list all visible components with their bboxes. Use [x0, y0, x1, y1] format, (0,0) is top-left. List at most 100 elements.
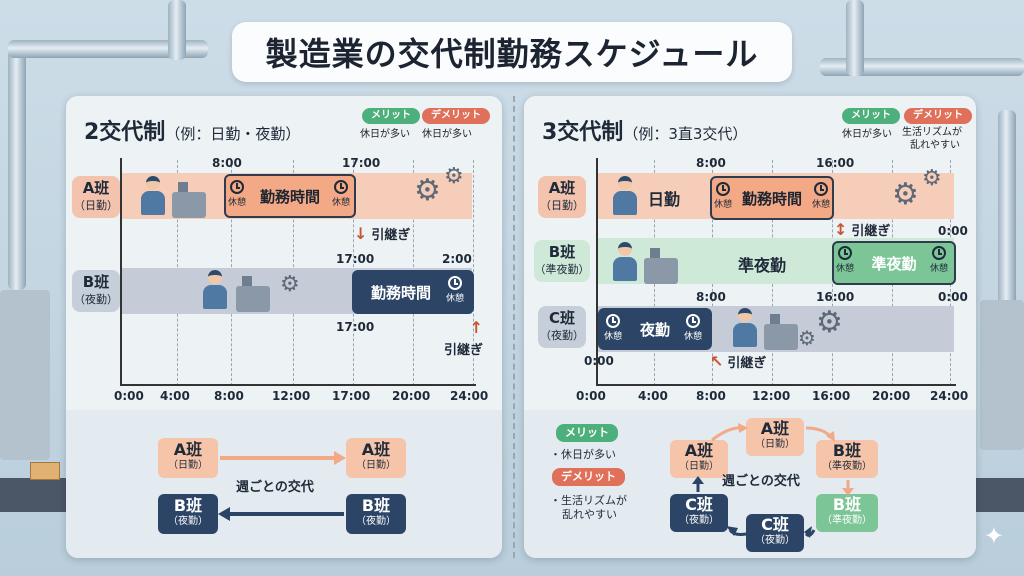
- axis-tick: 0:00: [576, 389, 606, 403]
- cycle-a-sub: （日勤）: [755, 439, 795, 450]
- cycle-c-sub: （夜勤）: [755, 535, 795, 546]
- break-marker: 休憩: [684, 314, 702, 342]
- axis-tick: 12:00: [752, 389, 791, 403]
- break-marker: 休憩: [332, 180, 350, 208]
- b-lower-time: 17:00: [336, 320, 375, 334]
- axis-tick: 20:00: [872, 389, 911, 403]
- gear-icon: ⚙: [798, 326, 816, 350]
- arrow-updown-icon: ↕: [834, 220, 848, 239]
- arrow-down-icon: ↓: [354, 224, 368, 243]
- cycle-c-name: C班: [761, 515, 789, 534]
- clock-icon: [814, 182, 828, 196]
- panel-title: 3交代制（例：3直3交代）: [542, 114, 747, 146]
- machine-icon: [644, 248, 678, 284]
- panel-bottom-area: [66, 410, 502, 558]
- worker-icon: [612, 176, 638, 216]
- break-label: 休憩: [446, 294, 465, 304]
- cycle-a-name: A班: [361, 440, 391, 459]
- break-label: 休憩: [930, 264, 949, 274]
- cycle-c-bottom: C班 （夜勤）: [746, 514, 804, 552]
- handover-marker: ↕ 引継ぎ: [834, 220, 890, 239]
- sparkle-icon: ✦: [983, 522, 1004, 550]
- cycle-a-sub: （日勤）: [356, 460, 396, 471]
- axis-tick: 16:00: [812, 389, 851, 403]
- clock-icon: [716, 182, 730, 196]
- handover-label: 引継ぎ: [851, 224, 891, 239]
- clock-icon: [334, 180, 348, 194]
- a-start-time: 8:00: [696, 156, 726, 170]
- handover-marker: ↖ 引継ぎ: [710, 352, 766, 371]
- pipe-decoration: [820, 58, 1024, 76]
- demerit-text-1: 生活リズムが: [902, 127, 962, 138]
- crew-a-name: A班: [82, 179, 110, 197]
- cycle-a-name: A班: [173, 440, 203, 459]
- break-label: 休憩: [228, 198, 247, 208]
- gear-icon: ⚙: [922, 166, 942, 191]
- crew-a-sub: （日勤）: [540, 199, 584, 212]
- a-start-time: 8:00: [212, 156, 242, 170]
- crew-c-label: C班 （夜勤）: [538, 306, 586, 348]
- legend-demerit-text-2: 乱れやすい: [562, 508, 617, 521]
- cycle-arrows: [218, 451, 346, 521]
- panel-title: 2交代制（例：日勤・夜勤）: [84, 114, 300, 146]
- legend-demerit-text-1: ・生活リズムが: [550, 494, 627, 507]
- panel-title-main: 2交代制: [84, 120, 166, 145]
- b-start-time: 17:00: [336, 252, 375, 266]
- control-panel-right: [980, 300, 1024, 450]
- a-shift-label: 勤務時間: [259, 187, 320, 206]
- crew-a-sub: （日勤）: [74, 199, 118, 212]
- cycle-b-bottom-left: B班 （夜勤）: [158, 494, 218, 534]
- cycle-a-left: A班 （日勤）: [670, 440, 728, 478]
- cycle-b-name: B班: [832, 495, 862, 514]
- two-shift-panel: 2交代制（例：日勤・夜勤） メリット デメリット 休日が多い 休日が多い A班 …: [66, 96, 502, 558]
- a-end-time: 17:00: [342, 156, 381, 170]
- handover-marker: ↑ 引継ぎ: [444, 318, 483, 358]
- demerit-badge: デメリット: [422, 108, 490, 124]
- package-box: [30, 462, 60, 480]
- legend-merit-text: ・休日が多い: [550, 448, 616, 461]
- gear-icon: ⚙: [280, 272, 300, 297]
- cycle-c-name: C班: [685, 495, 713, 514]
- merit-text: 休日が多い: [360, 129, 410, 140]
- axis-tick: 12:00: [272, 389, 311, 403]
- crew-b-sub: （夜勤）: [74, 293, 118, 306]
- merit-badge: メリット: [362, 108, 420, 124]
- cycle-b-name: B班: [361, 496, 391, 515]
- a-shift-block: 勤務時間: [710, 176, 834, 220]
- handover-label: 引継ぎ: [371, 228, 411, 243]
- crew-b-sub: （準夜勤）: [534, 263, 590, 276]
- a-shift-label: 勤務時間: [741, 189, 802, 208]
- axis-tick: 17:00: [332, 389, 371, 403]
- handover-label: 引継ぎ: [727, 356, 767, 371]
- panel-title-main: 3交代制: [542, 120, 624, 145]
- break-marker: 休憩: [228, 180, 246, 208]
- worker-icon: [612, 242, 638, 282]
- b-shift-label: 勤務時間: [370, 283, 431, 302]
- c-time-0: 0:00: [938, 290, 968, 304]
- crew-b-name: B班: [82, 273, 110, 291]
- c-time-8: 8:00: [696, 290, 726, 304]
- pipe-decoration: [8, 40, 208, 58]
- time-axis-vertical: [596, 158, 598, 386]
- demerit-badge: デメリット: [904, 108, 972, 124]
- demerit-text: 休日が多い: [422, 129, 472, 140]
- clock-icon: [932, 246, 946, 260]
- crew-b-label: B班 （夜勤）: [72, 270, 120, 312]
- axis-tick: 8:00: [214, 389, 244, 403]
- panel-title-sub: （例：3直3交代）: [623, 125, 748, 143]
- break-marker: 休憩: [714, 182, 732, 210]
- crew-a-name: A班: [548, 179, 576, 197]
- cycle-b-name: B班: [832, 441, 862, 460]
- page-title: 製造業の交代制勤務スケジュール: [232, 22, 792, 82]
- clock-icon: [606, 314, 620, 328]
- cycle-label: 週ごとの交代: [236, 480, 314, 495]
- handover-label: 引継ぎ: [444, 343, 484, 358]
- cycle-b-name: B班: [173, 496, 203, 515]
- cycle-a-top: A班 （日勤）: [746, 418, 804, 456]
- panel-divider: [513, 96, 515, 558]
- gear-icon: ⚙: [414, 173, 441, 208]
- crew-b-name: B班: [548, 243, 576, 261]
- cycle-b-bottom-right: B班 （夜勤）: [346, 494, 406, 534]
- break-marker: 休憩: [836, 246, 854, 274]
- arrow-up-icon: ↖: [710, 352, 724, 371]
